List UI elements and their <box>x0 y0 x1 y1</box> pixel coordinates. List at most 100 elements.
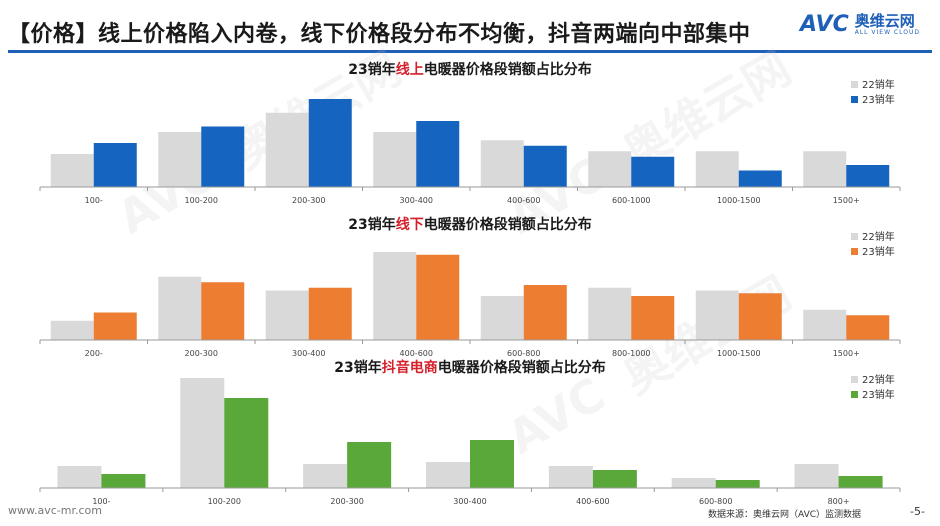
bar-offline-s1-3 <box>416 254 460 340</box>
bar-online-s0-1 <box>158 132 202 187</box>
x-label-online-2: 200-300 <box>292 196 325 205</box>
bar-online-s1-2 <box>308 99 352 187</box>
legend-swatch-douyin-1 <box>851 391 858 398</box>
chart-title-suffix: 电暖器价格段销额占比分布 <box>424 61 592 78</box>
chart-title-suffix: 电暖器价格段销额占比分布 <box>424 216 592 233</box>
bar-douyin-s0-1 <box>180 378 225 488</box>
bar-online-s0-5 <box>588 151 632 187</box>
chart-title-prefix: 23销年 <box>334 359 381 376</box>
x-label-online-0: 100- <box>85 196 103 205</box>
chart-title-highlight: 线上 <box>396 61 424 78</box>
watermark-mark-3: AVC <box>499 367 614 465</box>
page-number: -5- <box>910 505 925 518</box>
bar-douyin-s1-5 <box>715 480 760 488</box>
x-label-offline-6: 1000-1500 <box>717 349 761 358</box>
bar-offline-s0-5 <box>588 287 632 340</box>
legend-label-offline-1: 23销年 <box>862 245 895 258</box>
footer-source: 数据来源：奥维云网（AVC）监测数据 <box>708 510 862 520</box>
x-label-offline-0: 200- <box>85 349 103 358</box>
bar-douyin-s0-0 <box>57 466 102 488</box>
legend-swatch-douyin-0 <box>851 376 858 383</box>
legend-swatch-offline-1 <box>851 248 858 255</box>
legend-label-offline-0: 22销年 <box>862 230 895 243</box>
x-label-douyin-4: 400-600 <box>576 497 609 506</box>
x-label-online-4: 400-600 <box>507 196 540 205</box>
bar-online-s1-4 <box>523 145 567 187</box>
slide-title: 【价格】线上价格陷入内卷，线下价格段分布不均衡，抖音两端向中部集中 <box>8 22 751 47</box>
bar-offline-s0-3 <box>373 252 417 340</box>
x-label-douyin-0: 100- <box>92 497 110 506</box>
x-label-offline-5: 800-1000 <box>612 349 651 358</box>
bar-online-s1-0 <box>93 143 137 187</box>
x-label-offline-3: 400-600 <box>400 349 433 358</box>
bar-douyin-s0-2 <box>303 464 348 488</box>
x-label-offline-1: 200-300 <box>185 349 218 358</box>
bar-offline-s1-0 <box>93 312 137 340</box>
chart-title-highlight: 抖音电商 <box>382 359 438 376</box>
bar-offline-s0-4 <box>480 296 524 340</box>
chart-title-online: 23销年线上电暖器价格段销额占比分布 <box>348 61 591 78</box>
x-label-douyin-3: 300-400 <box>453 497 486 506</box>
x-label-douyin-1: 100-200 <box>208 497 241 506</box>
bar-douyin-s1-3 <box>470 440 514 488</box>
bar-douyin-s1-4 <box>592 470 637 488</box>
bar-online-s1-1 <box>201 126 245 187</box>
x-label-offline-7: 1500+ <box>833 349 860 358</box>
bar-online-s0-4 <box>480 140 524 187</box>
x-label-offline-4: 600-800 <box>507 349 540 358</box>
x-label-online-3: 300-400 <box>400 196 433 205</box>
bar-online-s0-2 <box>265 112 309 187</box>
bar-douyin-s0-4 <box>548 466 593 488</box>
footer-url[interactable]: www.avc-mr.com <box>8 504 102 517</box>
bar-douyin-s1-2 <box>347 442 392 488</box>
legend-swatch-offline-0 <box>851 233 858 240</box>
bar-offline-s0-2 <box>265 290 309 340</box>
logo-mark: AVC <box>800 12 849 37</box>
bar-offline-s1-4 <box>523 285 567 340</box>
legend-label-douyin-0: 22销年 <box>862 373 895 386</box>
title-rule <box>8 50 932 53</box>
bar-online-s0-6 <box>695 151 739 187</box>
chart-title-prefix: 23销年 <box>348 216 395 233</box>
chart-title-highlight: 线下 <box>396 216 424 233</box>
bar-douyin-s0-6 <box>794 464 839 488</box>
bar-offline-s1-5 <box>631 296 675 340</box>
x-label-online-5: 600-1000 <box>612 196 651 205</box>
bar-douyin-s0-3 <box>426 462 470 488</box>
legend-label-online-1: 23销年 <box>862 93 895 106</box>
avc-logo: AVC 奥维云网 ALL VIEW CLOUD <box>796 12 920 37</box>
chart-title-prefix: 23销年 <box>348 61 395 78</box>
bar-online-s0-3 <box>373 132 417 187</box>
x-label-douyin-2: 200-300 <box>330 497 363 506</box>
bar-online-s1-6 <box>738 170 782 187</box>
legend-label-douyin-1: 23销年 <box>862 388 895 401</box>
x-label-douyin-5: 600-800 <box>699 497 732 506</box>
bar-offline-s0-7 <box>803 309 847 340</box>
x-label-online-6: 1000-1500 <box>717 196 761 205</box>
bar-offline-s0-1 <box>158 276 202 340</box>
bar-offline-s0-6 <box>695 290 739 340</box>
bar-douyin-s1-0 <box>101 474 146 488</box>
logo-en: ALL VIEW CLOUD <box>854 28 920 36</box>
bar-offline-s0-0 <box>50 320 94 340</box>
x-label-douyin-6: 800+ <box>828 497 850 506</box>
legend-swatch-online-0 <box>851 81 858 88</box>
bar-offline-s1-6 <box>738 293 782 340</box>
bar-online-s1-3 <box>416 121 460 187</box>
bar-offline-s1-7 <box>846 315 890 340</box>
bar-douyin-s0-5 <box>671 478 716 488</box>
bar-offline-s1-2 <box>308 287 352 340</box>
legend-label-online-0: 22销年 <box>862 78 895 91</box>
x-label-online-7: 1500+ <box>833 196 860 205</box>
bar-online-s1-7 <box>846 165 890 187</box>
chart-title-suffix: 电暖器价格段销额占比分布 <box>438 359 606 376</box>
legend-swatch-online-1 <box>851 96 858 103</box>
bar-online-s0-0 <box>50 154 94 187</box>
x-label-offline-2: 300-400 <box>292 349 325 358</box>
bar-offline-s1-1 <box>201 282 245 340</box>
x-label-online-1: 100-200 <box>185 196 218 205</box>
chart-title-douyin: 23销年抖音电商电暖器价格段销额占比分布 <box>334 359 605 376</box>
